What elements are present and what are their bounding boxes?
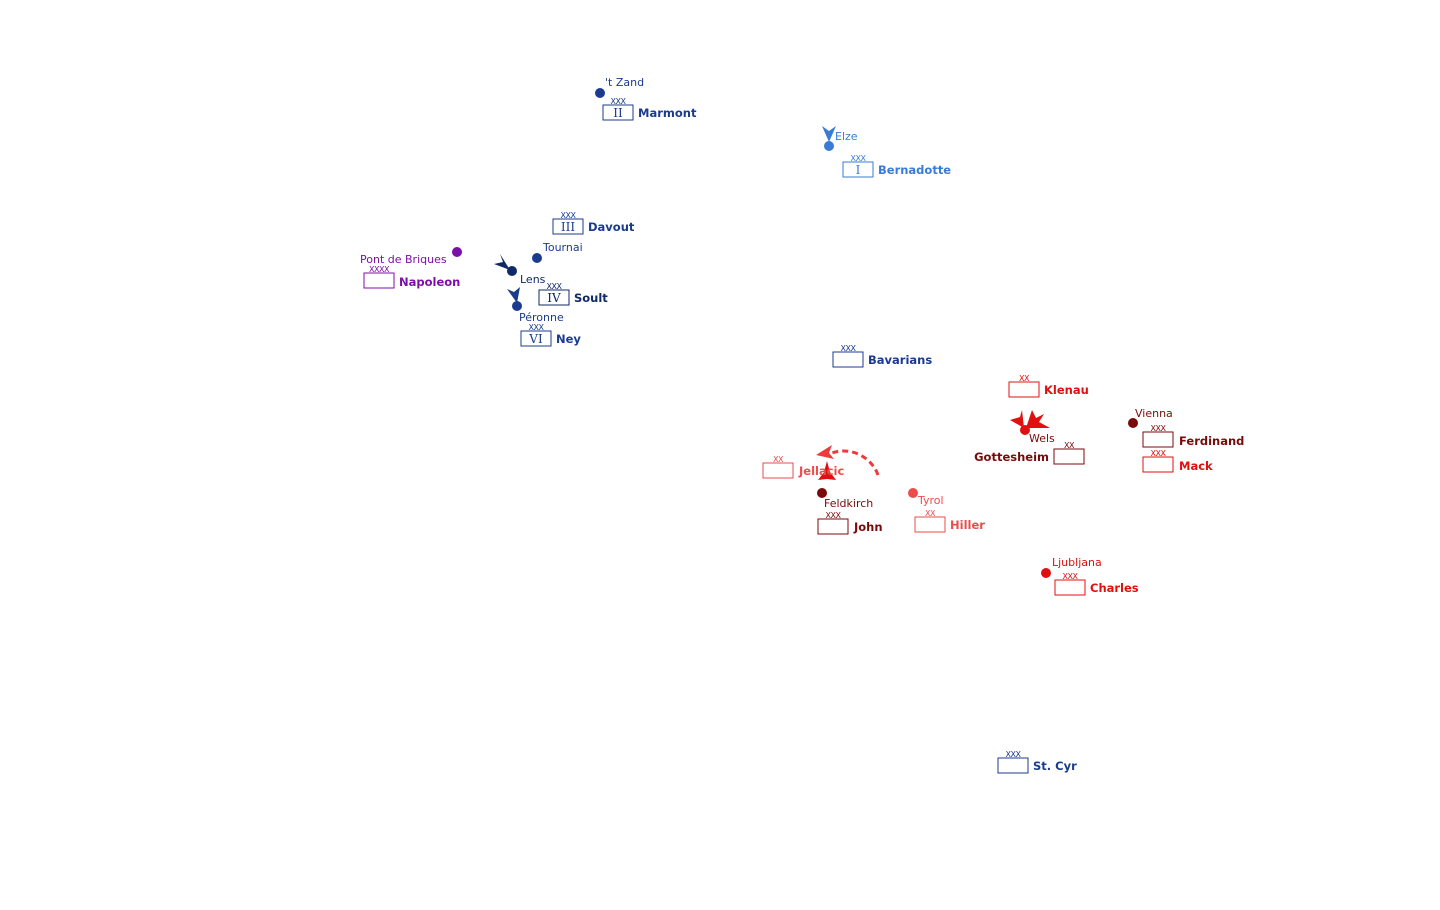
unit-label: Bernadotte <box>878 163 951 177</box>
attack-arrow-feldkirch <box>818 461 836 480</box>
unit-label: Ney <box>556 332 581 346</box>
place-label-wels: Wels <box>1029 432 1055 445</box>
place-label-pont-de-briques: Pont de Briques <box>360 253 447 266</box>
place-label-t-zand: 't Zand <box>605 76 644 89</box>
town-marker-peronne[interactable] <box>512 301 522 311</box>
unit-roman: I <box>856 163 861 177</box>
unit-box <box>1054 579 1086 596</box>
place-label-feldkirch: Feldkirch <box>824 497 873 510</box>
unit-box <box>552 218 584 235</box>
unit-label: Soult <box>574 291 608 305</box>
place-label-lens: Lens <box>520 273 546 286</box>
unit-box <box>914 516 946 533</box>
unit-echelon: XXX <box>1063 572 1079 581</box>
place-label-tournai: Tournai <box>542 241 583 254</box>
unit-roman: II <box>613 106 623 120</box>
town-marker-t-zand[interactable] <box>595 88 605 98</box>
unit-echelon: XX <box>925 509 936 518</box>
attack-arrow-wels-east <box>1026 410 1050 428</box>
town-marker-tyrol[interactable] <box>908 488 918 498</box>
unit-roman: III <box>561 220 575 234</box>
retreat-arrowhead-jellacic <box>816 445 834 459</box>
unit-echelon: XXX <box>1006 750 1022 759</box>
place-label-peronne: Péronne <box>519 311 564 324</box>
unit-label: Jellacic <box>798 464 844 478</box>
unit-ney[interactable]: XXX VI Ney <box>520 323 581 347</box>
unit-marmont[interactable]: XXX II Marmont <box>602 97 697 121</box>
town-marker-vienna[interactable] <box>1128 418 1138 428</box>
unit-label: Mack <box>1179 459 1213 473</box>
unit-box <box>997 757 1029 774</box>
unit-box <box>832 351 864 368</box>
unit-echelon: XXX <box>561 211 577 220</box>
unit-echelon: XXX <box>611 97 627 106</box>
attack-arrow-wels <box>1010 410 1024 428</box>
place-label-elze: Elze <box>835 130 858 143</box>
unit-label: St. Cyr <box>1033 759 1077 773</box>
unit-napoleon[interactable]: XXXX Napoleon <box>363 265 460 289</box>
unit-echelon: XXX <box>841 344 857 353</box>
unit-bavarians[interactable]: XXX Bavarians <box>832 344 932 368</box>
unit-mack[interactable]: XXX Mack <box>1142 449 1213 473</box>
unit-echelon: XXX <box>826 511 842 520</box>
unit-echelon: XXXX <box>369 265 390 274</box>
place-label-tyrol: Tyrol <box>917 494 944 507</box>
unit-box <box>762 462 794 479</box>
unit-st-cyr[interactable]: XXX St. Cyr <box>997 750 1077 774</box>
attack-arrow-peronne <box>507 287 520 303</box>
unit-label: Hiller <box>950 518 985 532</box>
unit-box <box>1053 448 1085 465</box>
unit-box <box>520 330 552 347</box>
unit-charles[interactable]: XXX Charles <box>1054 572 1139 596</box>
unit-klenau[interactable]: XX Klenau <box>1008 374 1089 398</box>
town-marker-pont-de-briques[interactable] <box>452 247 462 257</box>
unit-box <box>842 161 874 178</box>
unit-echelon: XXX <box>851 154 867 163</box>
unit-ferdinand[interactable]: XXX Ferdinand <box>1142 424 1244 448</box>
unit-echelon: XXX <box>1151 449 1167 458</box>
unit-echelon: XX <box>773 455 784 464</box>
unit-echelon: XXX <box>547 282 563 291</box>
unit-echelon: XX <box>1019 374 1030 383</box>
unit-jellacic[interactable]: XX Jellacic <box>762 455 844 479</box>
town-marker-ljubljana[interactable] <box>1041 568 1051 578</box>
unit-label: Klenau <box>1044 383 1089 397</box>
unit-label: Marmont <box>638 106 697 120</box>
unit-label: Bavarians <box>868 353 932 367</box>
place-label-vienna: Vienna <box>1135 407 1173 420</box>
town-marker-elze[interactable] <box>824 141 834 151</box>
unit-roman: VI <box>528 332 543 346</box>
unit-john[interactable]: XXX John <box>817 511 883 535</box>
unit-box <box>1142 456 1174 473</box>
attack-arrow-elze <box>822 126 836 142</box>
unit-gottesheim[interactable]: XX Gottesheim <box>974 441 1085 465</box>
unit-label: Charles <box>1090 581 1139 595</box>
unit-label: Gottesheim <box>974 450 1049 464</box>
unit-label: Davout <box>588 220 635 234</box>
unit-box <box>363 272 395 289</box>
unit-davout[interactable]: XXX III Davout <box>552 211 635 235</box>
attack-arrow-lens <box>494 254 510 270</box>
unit-label: Ferdinand <box>1179 434 1244 448</box>
town-marker-feldkirch[interactable] <box>817 488 827 498</box>
unit-label: John <box>853 520 883 534</box>
place-label-ljubljana: Ljubljana <box>1052 556 1102 569</box>
unit-box <box>1008 381 1040 398</box>
retreat-arrow-jellacic <box>831 449 880 476</box>
unit-box <box>538 289 570 306</box>
unit-hiller[interactable]: XX Hiller <box>914 509 985 533</box>
unit-box <box>602 104 634 121</box>
unit-label: Napoleon <box>399 275 460 289</box>
town-marker-lens[interactable] <box>507 266 517 276</box>
unit-roman: IV <box>547 291 561 305</box>
unit-echelon: XXX <box>1151 424 1167 433</box>
unit-box <box>817 518 849 535</box>
unit-bernadotte[interactable]: XXX I Bernadotte <box>842 154 951 178</box>
town-marker-tournai[interactable] <box>532 253 542 263</box>
unit-echelon: XX <box>1064 441 1075 450</box>
unit-soult[interactable]: XXX IV Soult <box>538 282 608 306</box>
unit-echelon: XXX <box>529 323 545 332</box>
unit-box <box>1142 431 1174 448</box>
